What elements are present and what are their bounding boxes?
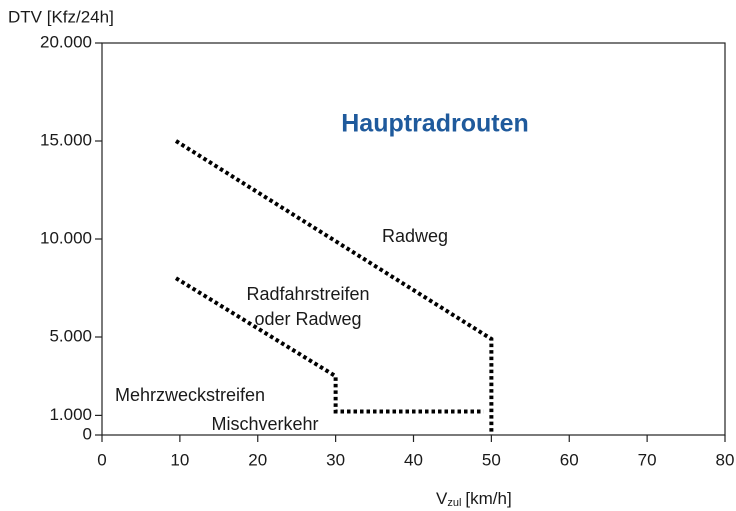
x-tick-label: 30 xyxy=(326,450,345,469)
x-tick-label: 0 xyxy=(97,450,106,469)
x-axis-label: Vzul [km/h] xyxy=(436,489,512,508)
x-tick-label: 80 xyxy=(716,450,735,469)
dotted-boundary xyxy=(174,276,484,414)
x-axis-label-sub: zul xyxy=(447,497,461,509)
chart-title: Hauptradrouten xyxy=(341,110,529,138)
x-axis-label-main: V xyxy=(436,489,448,508)
y-tick-label: 5.000 xyxy=(49,326,92,345)
annotation: Radweg xyxy=(382,226,448,246)
x-tick-label: 50 xyxy=(482,450,501,469)
dotted-boundary xyxy=(174,139,494,435)
annotation: Radfahrstreifen xyxy=(246,284,369,304)
x-tick-label: 10 xyxy=(170,450,189,469)
x-tick-label: 40 xyxy=(404,450,423,469)
x-axis-label-unit: [km/h] xyxy=(465,489,511,508)
x-tick-label: 70 xyxy=(638,450,657,469)
annotation: Mehrzweckstreifen xyxy=(115,385,265,405)
y-axis-label: DTV [Kfz/24h] xyxy=(8,7,114,26)
x-tick-label: 60 xyxy=(560,450,579,469)
y-tick-label: 20.000 xyxy=(40,32,92,51)
y-tick-label: 10.000 xyxy=(40,228,92,247)
y-tick-label: 1.000 xyxy=(49,405,92,424)
annotation: oder Radweg xyxy=(254,309,361,329)
annotation: Mischverkehr xyxy=(211,414,318,434)
x-tick-label: 20 xyxy=(248,450,267,469)
y-tick-label: 15.000 xyxy=(40,130,92,149)
y-tick-label: 0 xyxy=(83,424,92,443)
